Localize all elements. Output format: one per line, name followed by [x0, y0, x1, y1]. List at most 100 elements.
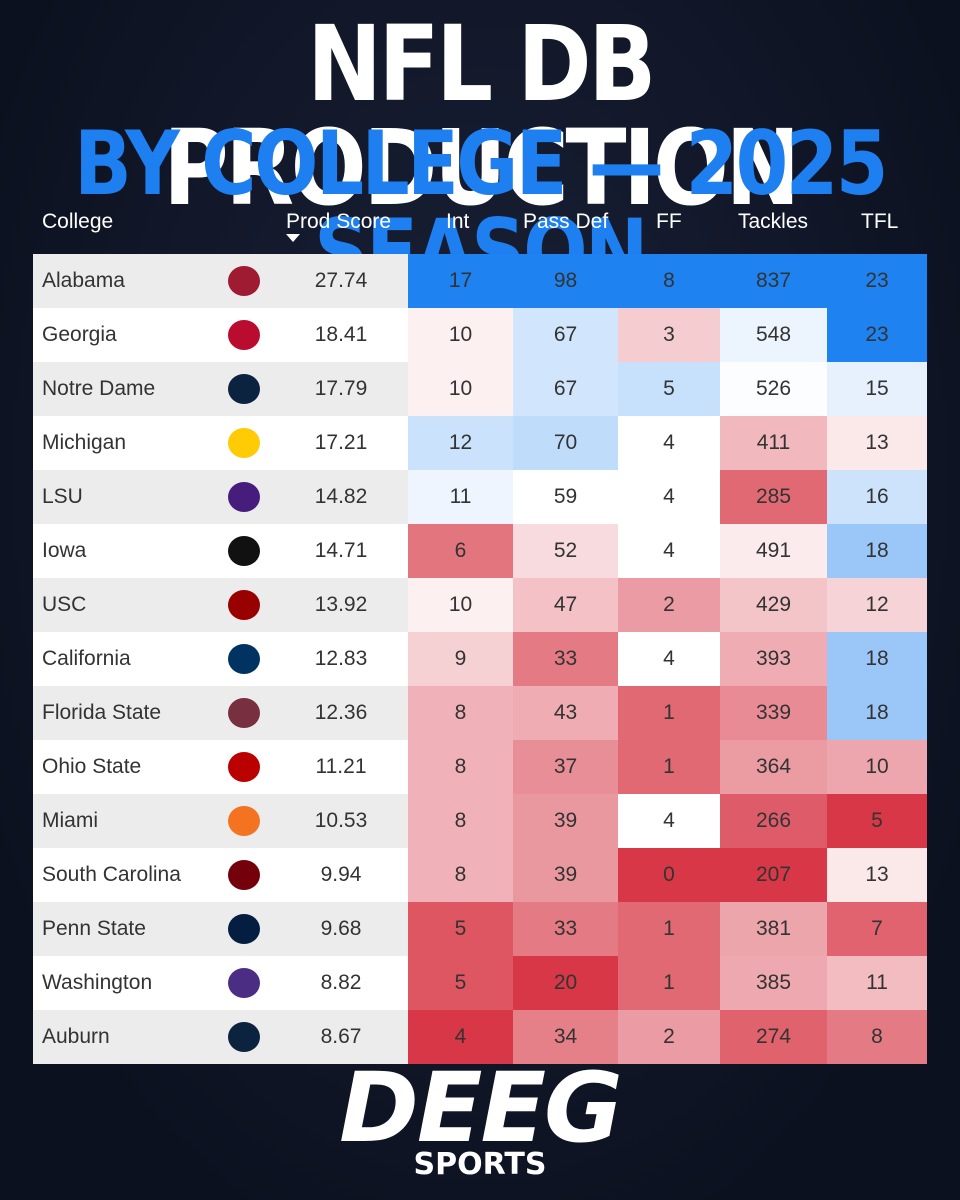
prod-score: 9.94	[320, 863, 362, 886]
heat-cell: 43	[513, 686, 618, 740]
column-header: College	[42, 210, 114, 233]
heat-cell: 381	[720, 902, 827, 956]
heat-cell: 4	[408, 1010, 513, 1064]
row-bg	[33, 416, 408, 470]
college-name: Auburn	[42, 1025, 110, 1048]
row-bg	[33, 794, 408, 848]
column-header[interactable]: TFL	[861, 210, 899, 233]
college-logo	[228, 266, 260, 296]
college-logo	[228, 428, 260, 458]
heat-cell: 2	[618, 578, 720, 632]
college-logo	[228, 752, 260, 782]
prod-score: 27.74	[314, 269, 368, 292]
heat-cell: 8	[408, 686, 513, 740]
heat-cell: 18	[827, 632, 927, 686]
heat-cell: 10	[827, 740, 927, 794]
college-name: Iowa	[42, 539, 87, 562]
row-bg	[33, 632, 408, 686]
heat-cell: 23	[827, 254, 927, 308]
heat-cell: 8	[827, 1010, 927, 1064]
heat-cell: 10	[408, 578, 513, 632]
college-logo	[228, 860, 260, 890]
heat-cell: 8	[408, 794, 513, 848]
college-name: USC	[42, 593, 87, 616]
row-bg	[33, 740, 408, 794]
heat-cell: 4	[618, 470, 720, 524]
college-logo	[228, 536, 260, 566]
heat-cell: 17	[408, 254, 513, 308]
heat-cell: 16	[827, 470, 927, 524]
heat-cell: 59	[513, 470, 618, 524]
column-header[interactable]: FF	[656, 210, 682, 233]
heat-cell: 34	[513, 1010, 618, 1064]
heat-cell: 13	[827, 848, 927, 902]
heat-cell: 4	[618, 524, 720, 578]
heat-cell: 4	[618, 794, 720, 848]
college-logo	[228, 806, 260, 836]
heat-cell: 285	[720, 470, 827, 524]
heat-cell: 5	[408, 902, 513, 956]
heat-cell: 33	[513, 632, 618, 686]
column-header[interactable]: Int	[446, 210, 470, 233]
prod-score: 8.67	[320, 1025, 362, 1048]
heat-cell: 491	[720, 524, 827, 578]
row-bg	[33, 308, 408, 362]
heat-cell: 8	[408, 848, 513, 902]
prod-score: 13.92	[314, 593, 368, 616]
heat-cell: 7	[827, 902, 927, 956]
heat-cell: 13	[827, 416, 927, 470]
college-name: Notre Dame	[42, 377, 156, 400]
column-header[interactable]: Tackles	[738, 210, 809, 233]
heat-cell: 411	[720, 416, 827, 470]
prod-score: 17.21	[314, 431, 368, 454]
row-bg	[33, 902, 408, 956]
brand-logo: DEEG	[339, 1052, 623, 1164]
heat-cell: 385	[720, 956, 827, 1010]
college-logo	[228, 374, 260, 404]
prod-score: 9.68	[320, 917, 362, 940]
college-name: Washington	[42, 971, 153, 994]
heat-cell: 6	[408, 524, 513, 578]
college-logo	[228, 320, 260, 350]
college-name: LSU	[42, 485, 83, 508]
heat-cell: 8	[408, 740, 513, 794]
heat-cell: 3	[618, 308, 720, 362]
prod-score: 14.71	[314, 539, 368, 562]
row-bg	[33, 578, 408, 632]
row-bg	[33, 956, 408, 1010]
row-bg	[33, 470, 408, 524]
heat-cell: 67	[513, 362, 618, 416]
heat-cell: 5	[408, 956, 513, 1010]
heat-cell: 266	[720, 794, 827, 848]
college-name: Ohio State	[42, 755, 142, 778]
heat-cell: 70	[513, 416, 618, 470]
heat-cell: 18	[827, 524, 927, 578]
prod-score: 10.53	[314, 809, 368, 832]
prod-score: 8.82	[320, 971, 362, 994]
row-bg	[33, 524, 408, 578]
row-bg	[33, 362, 408, 416]
college-logo	[228, 914, 260, 944]
row-bg	[33, 1010, 408, 1064]
heat-cell: 1	[618, 686, 720, 740]
heat-cell: 207	[720, 848, 827, 902]
heat-cell: 364	[720, 740, 827, 794]
heat-cell: 1	[618, 740, 720, 794]
college-name: Miami	[42, 809, 98, 832]
heat-cell: 837	[720, 254, 827, 308]
heat-cell: 39	[513, 848, 618, 902]
prod-score: 18.41	[314, 323, 368, 346]
college-logo	[228, 644, 260, 674]
heat-cell: 4	[618, 416, 720, 470]
college-name: Georgia	[42, 323, 117, 346]
column-header[interactable]: Prod Score	[286, 210, 392, 233]
heat-cell: 526	[720, 362, 827, 416]
sort-arrow	[286, 234, 300, 242]
column-header[interactable]: Pass Def	[523, 210, 609, 233]
college-name: Penn State	[42, 917, 146, 940]
heat-cell: 274	[720, 1010, 827, 1064]
prod-score: 12.36	[314, 701, 368, 724]
college-name: Alabama	[42, 269, 125, 292]
heat-cell: 12	[827, 578, 927, 632]
